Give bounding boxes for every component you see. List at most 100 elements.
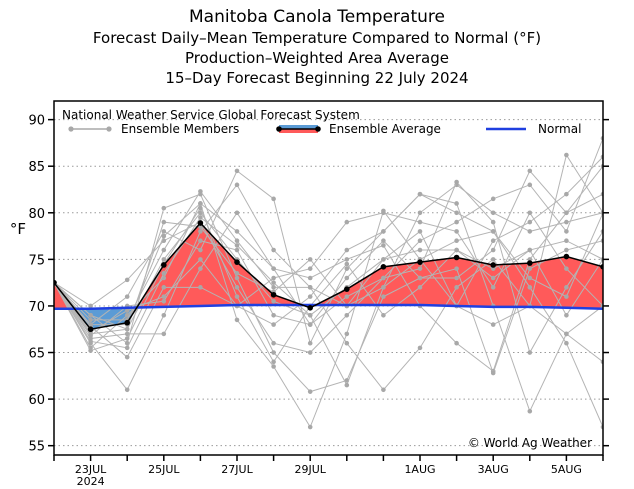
ensemble-member-point — [234, 271, 240, 276]
ensemble-member-point — [417, 275, 423, 281]
copyright-label: © World Ag Weather — [468, 436, 592, 450]
legend-normal: Normal — [538, 122, 581, 136]
chart-subtitle-3: 15–Day Forecast Beginning 22 July 2024 — [165, 69, 469, 87]
ensemble-member-point — [124, 354, 130, 360]
x-tick-label: 1AUG — [404, 463, 435, 476]
ensemble-member-point — [527, 247, 533, 253]
ensemble-member-point — [198, 205, 203, 211]
ensemble-member-point — [564, 191, 569, 197]
ensemble-member-point — [271, 285, 276, 290]
ensemble-member-point — [271, 196, 276, 202]
ensemble-member-point — [490, 196, 496, 202]
ensemble-member-point — [490, 322, 496, 327]
ensemble-member-point — [234, 275, 240, 281]
ensemble-member-point — [527, 210, 533, 216]
ensemble-average-point — [417, 259, 423, 265]
ensemble-member-point — [307, 322, 313, 327]
ensemble-member-point — [234, 182, 240, 188]
chart-title: Manitoba Canola Temperature — [189, 7, 445, 27]
ensemble-member-point — [381, 229, 386, 234]
ensemble-member-point — [161, 229, 167, 234]
ensemble-average-point — [527, 260, 533, 266]
ensemble-member-point — [564, 238, 569, 244]
normal-series-line — [54, 303, 603, 310]
ensemble-member-point — [454, 238, 459, 244]
ensemble-average-point — [197, 220, 204, 226]
plot-frame — [53, 100, 604, 456]
ensemble-member-point — [198, 285, 203, 290]
ensemble-member-point — [161, 312, 167, 318]
ensemble-member-line — [54, 202, 603, 375]
normal-line — [54, 303, 603, 310]
ensemble-member-point — [124, 277, 130, 283]
ensemble-member-point — [234, 238, 240, 244]
y-tick-label: 60 — [28, 393, 45, 408]
ensemble-member-point — [124, 331, 130, 337]
ensemble-member-point — [564, 210, 569, 216]
ensemble-member-point — [161, 247, 167, 253]
ensemble-member-point — [490, 285, 496, 290]
ensemble-member-line — [54, 190, 603, 391]
ensemble-member-point — [124, 326, 130, 332]
ensemble-average-point — [307, 305, 314, 311]
ensemble-member-point — [88, 312, 93, 318]
ensemble-member-lines — [54, 135, 603, 430]
ensemble-member-point — [198, 257, 203, 262]
ensemble-member-point — [381, 387, 386, 393]
ensemble-member-point — [124, 336, 130, 341]
ensemble-average-point — [234, 259, 240, 265]
ensemble-member-point — [307, 257, 313, 262]
ensemble-member-point — [271, 312, 276, 318]
ensemble-member-point — [381, 285, 386, 290]
ensemble-member-point — [161, 271, 167, 276]
ensemble-member-point — [161, 233, 167, 239]
ensemble-member-point — [271, 275, 276, 281]
ensemble-member-line — [54, 212, 603, 387]
ensemble-member-point — [198, 215, 203, 220]
x-tick-label: 29JUL — [294, 463, 326, 476]
ensemble-member-point — [271, 359, 276, 365]
ensemble-member-point — [564, 229, 569, 234]
ensemble-average-point — [270, 291, 277, 298]
ensemble-member-point — [234, 317, 240, 323]
ensemble-average-point — [161, 262, 167, 268]
ensemble-member-point — [417, 345, 423, 351]
ensemble-member-point — [307, 312, 313, 318]
ensemble-member-point — [564, 247, 569, 253]
ensemble-member-line — [54, 193, 603, 413]
x-tick-label: 23JUL — [75, 463, 107, 476]
ensemble-member-point — [527, 275, 533, 281]
ensemble-member-point — [271, 322, 276, 327]
ensemble-member-point — [271, 350, 276, 355]
ensemble-member-point — [417, 247, 423, 253]
ensemble-member-point — [88, 348, 93, 353]
ensemble-member-point — [454, 229, 459, 234]
ensemble-member-point — [527, 219, 533, 225]
ensemble-member-point — [161, 219, 167, 225]
ensemble-member-point — [490, 247, 496, 253]
ensemble-member-point — [344, 275, 350, 281]
ensemble-member-point — [381, 238, 386, 244]
ensemble-member-point — [307, 266, 313, 271]
ensemble-member-point — [454, 219, 459, 225]
legend-ensemble-average: Ensemble Average — [329, 122, 441, 136]
chart-subtitle-2: Production–Weighted Area Average — [185, 49, 449, 67]
anomaly-segment — [456, 257, 494, 308]
chart-subtitle-1: Forecast Daily–Mean Temperature Compared… — [92, 29, 542, 47]
ensemble-member-point — [564, 312, 569, 318]
ensemble-member-point — [417, 210, 423, 216]
ensemble-average-point — [380, 264, 387, 270]
ensemble-member-point — [527, 257, 533, 262]
ensemble-member-point — [271, 340, 276, 346]
ensemble-average-point — [124, 319, 130, 326]
legend-average-icon — [276, 125, 321, 133]
ensemble-member-point — [564, 219, 569, 225]
ensemble-member-point — [454, 340, 459, 346]
ensemble-member-point — [161, 275, 167, 281]
ensemble-member-point — [564, 331, 569, 337]
ensemble-member-point — [234, 243, 240, 248]
ensemble-member-point — [417, 285, 423, 290]
ensemble-member-point — [271, 247, 276, 253]
ensemble-member-point — [307, 294, 313, 299]
ensemble-member-point — [490, 370, 496, 376]
